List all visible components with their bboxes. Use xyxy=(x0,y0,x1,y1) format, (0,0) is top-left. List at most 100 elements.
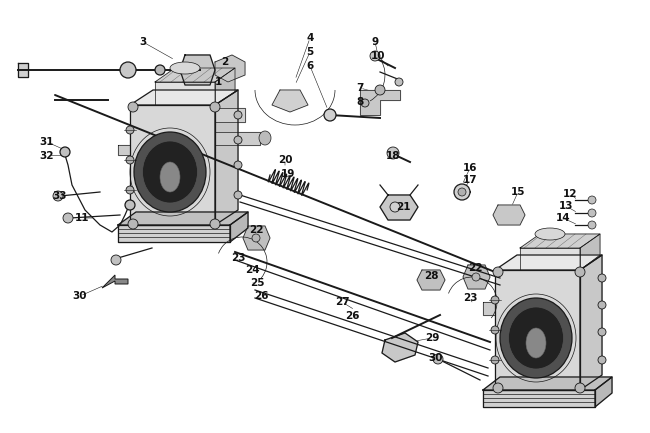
Text: 32: 32 xyxy=(40,151,54,161)
Text: 3: 3 xyxy=(139,37,147,47)
Text: 26: 26 xyxy=(254,291,268,301)
Polygon shape xyxy=(18,63,28,77)
Text: 16: 16 xyxy=(463,163,477,173)
Text: 31: 31 xyxy=(40,137,54,147)
Ellipse shape xyxy=(259,131,271,145)
Polygon shape xyxy=(495,255,602,270)
Circle shape xyxy=(598,274,606,282)
Circle shape xyxy=(493,383,503,393)
Circle shape xyxy=(111,255,121,265)
Text: 11: 11 xyxy=(75,213,89,223)
Polygon shape xyxy=(520,248,580,270)
Circle shape xyxy=(472,273,480,281)
Polygon shape xyxy=(130,90,238,105)
Text: 25: 25 xyxy=(250,278,265,288)
Text: 12: 12 xyxy=(563,189,577,199)
Polygon shape xyxy=(360,90,400,115)
Circle shape xyxy=(598,328,606,336)
Polygon shape xyxy=(230,212,248,242)
Ellipse shape xyxy=(535,228,565,240)
Polygon shape xyxy=(483,390,595,407)
Text: 9: 9 xyxy=(371,37,378,47)
Text: 6: 6 xyxy=(306,61,313,71)
Text: 20: 20 xyxy=(278,155,292,165)
Circle shape xyxy=(53,191,63,201)
Circle shape xyxy=(128,219,138,229)
Polygon shape xyxy=(215,90,238,225)
Circle shape xyxy=(234,191,242,199)
Text: 19: 19 xyxy=(281,169,295,179)
Text: 27: 27 xyxy=(335,297,349,307)
Polygon shape xyxy=(580,255,602,390)
Circle shape xyxy=(126,126,134,134)
Text: 18: 18 xyxy=(385,151,400,161)
Ellipse shape xyxy=(526,328,546,358)
Circle shape xyxy=(210,102,220,112)
Text: 22: 22 xyxy=(249,225,263,235)
Circle shape xyxy=(491,296,499,304)
Circle shape xyxy=(63,213,73,223)
Text: 26: 26 xyxy=(344,311,359,321)
Circle shape xyxy=(234,111,242,119)
Text: 21: 21 xyxy=(396,202,410,212)
Text: 2: 2 xyxy=(222,57,229,67)
Polygon shape xyxy=(463,265,490,289)
Text: 8: 8 xyxy=(356,97,363,107)
Circle shape xyxy=(493,267,503,277)
Text: 24: 24 xyxy=(244,265,259,275)
Text: 5: 5 xyxy=(306,47,313,57)
Circle shape xyxy=(361,99,369,107)
Circle shape xyxy=(575,267,585,277)
Text: 23: 23 xyxy=(463,293,477,303)
Text: 4: 4 xyxy=(306,33,314,43)
Circle shape xyxy=(598,301,606,309)
Polygon shape xyxy=(118,225,230,242)
Circle shape xyxy=(126,186,134,194)
Ellipse shape xyxy=(500,298,572,378)
Text: 30: 30 xyxy=(73,291,87,301)
Polygon shape xyxy=(215,68,235,105)
Circle shape xyxy=(491,356,499,364)
Polygon shape xyxy=(215,55,245,82)
Polygon shape xyxy=(483,377,612,390)
Circle shape xyxy=(575,383,585,393)
Text: 30: 30 xyxy=(429,353,443,363)
Circle shape xyxy=(120,62,136,78)
Text: 22: 22 xyxy=(468,263,482,273)
Text: 29: 29 xyxy=(425,333,439,343)
Polygon shape xyxy=(130,105,215,225)
Text: 1: 1 xyxy=(214,77,222,87)
Text: 15: 15 xyxy=(511,187,525,197)
Circle shape xyxy=(395,78,403,86)
Circle shape xyxy=(375,85,385,95)
Polygon shape xyxy=(272,90,308,112)
Polygon shape xyxy=(580,234,600,270)
Polygon shape xyxy=(595,377,612,407)
Ellipse shape xyxy=(142,141,198,203)
Text: 17: 17 xyxy=(463,175,477,185)
Ellipse shape xyxy=(508,307,564,369)
Circle shape xyxy=(125,200,135,210)
Circle shape xyxy=(598,356,606,364)
Polygon shape xyxy=(520,234,600,248)
Polygon shape xyxy=(495,270,580,390)
Text: 33: 33 xyxy=(53,191,67,201)
Polygon shape xyxy=(102,275,128,288)
Circle shape xyxy=(155,65,165,75)
Text: 14: 14 xyxy=(556,213,570,223)
Circle shape xyxy=(370,51,380,61)
Polygon shape xyxy=(382,333,418,362)
Circle shape xyxy=(458,188,466,196)
Circle shape xyxy=(491,326,499,334)
Circle shape xyxy=(234,161,242,169)
Text: 7: 7 xyxy=(356,83,364,93)
Circle shape xyxy=(234,136,242,144)
Circle shape xyxy=(454,184,470,200)
Ellipse shape xyxy=(170,62,200,74)
Circle shape xyxy=(588,196,596,204)
Circle shape xyxy=(128,102,138,112)
Ellipse shape xyxy=(160,162,180,192)
Circle shape xyxy=(252,234,260,242)
Polygon shape xyxy=(118,212,248,225)
Polygon shape xyxy=(380,195,418,220)
